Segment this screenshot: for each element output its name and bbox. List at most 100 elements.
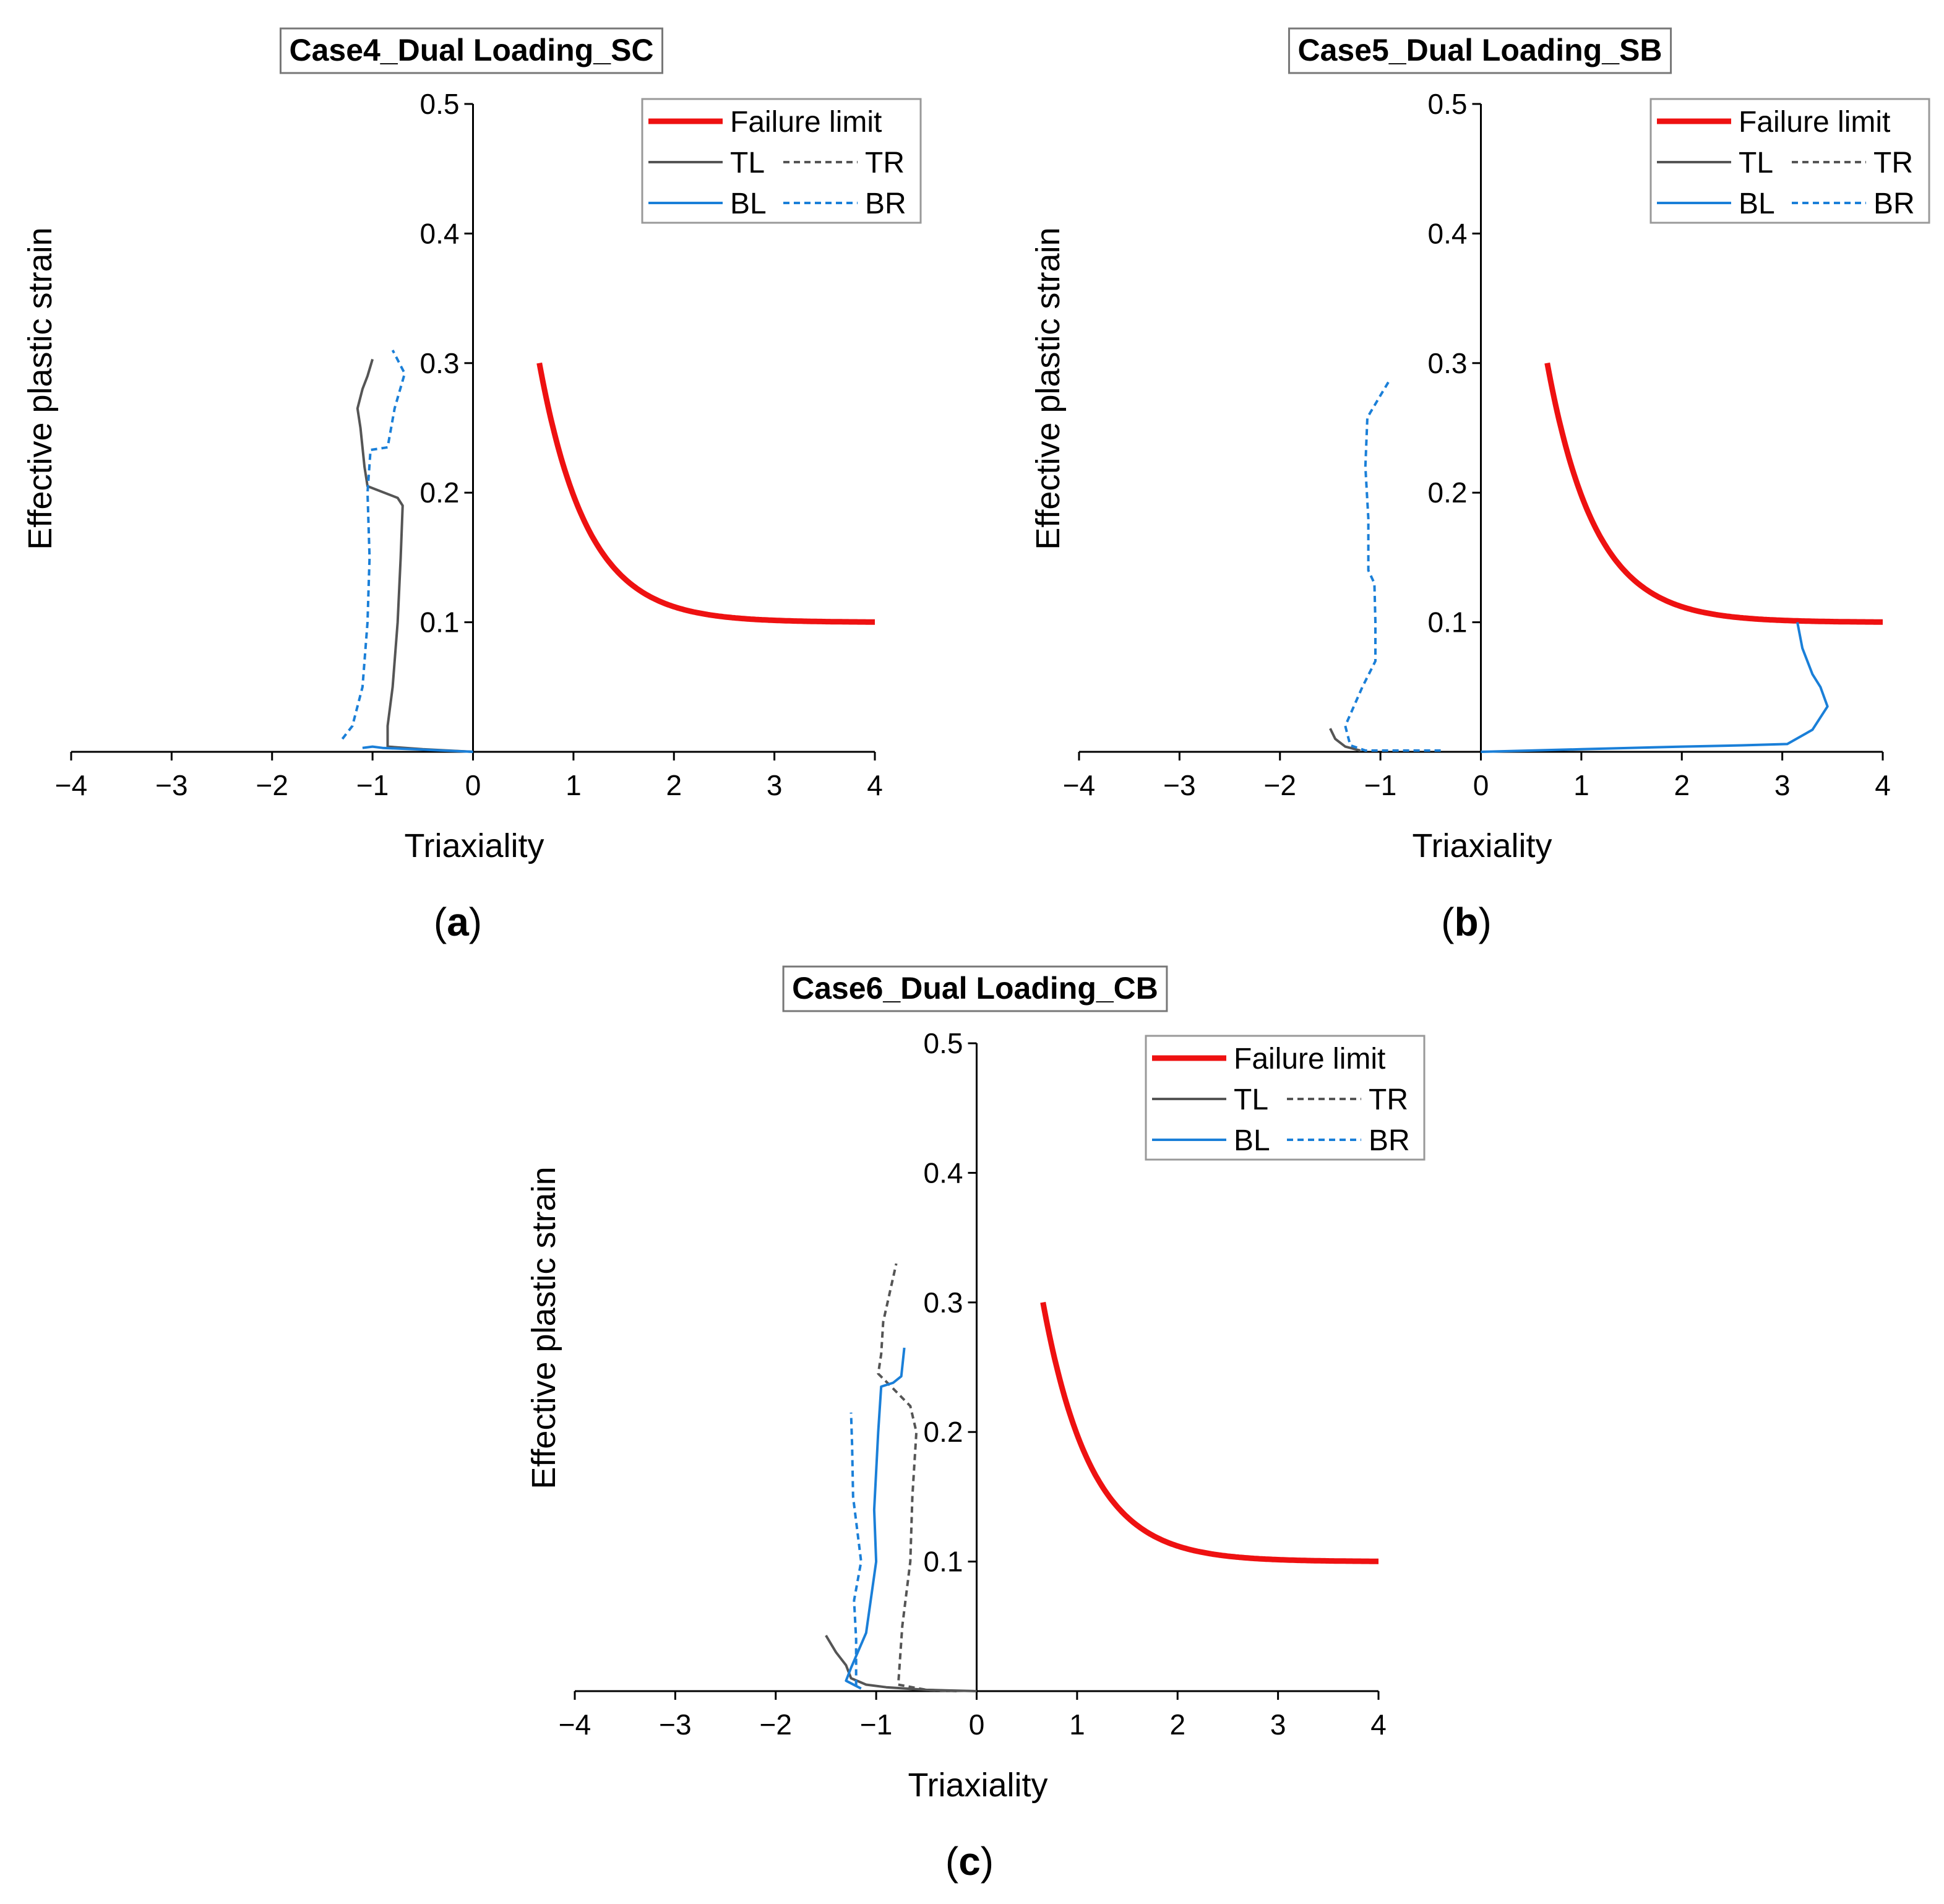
x-tick-label: 4 bbox=[1875, 769, 1891, 801]
legend-label-failure: Failure limit bbox=[1234, 1043, 1385, 1075]
caption-letter: a bbox=[447, 900, 469, 944]
chart-panel-b: Case5_Dual Loading_SB −4 −3 −2 −1 0 1 2 3 4 0.1 0.2… bbox=[1030, 27, 1930, 944]
caption-paren-close: ) bbox=[469, 900, 482, 944]
y-tick-label: 0.1 bbox=[420, 606, 460, 639]
x-tick-label: −4 bbox=[1063, 769, 1095, 801]
series-bl bbox=[1481, 622, 1829, 753]
legend-label-br: BR bbox=[1873, 187, 1915, 220]
y-tick-label: 0.2 bbox=[1428, 476, 1468, 509]
x-tick-label: 2 bbox=[1674, 769, 1690, 801]
y-tick-label: 0.4 bbox=[420, 217, 460, 249]
series-failure-limit bbox=[536, 362, 876, 625]
y-axis-label: Effective plastic strain bbox=[22, 227, 59, 549]
y-tick-label: 0.4 bbox=[924, 1157, 963, 1189]
chart-panel-a: Case4_Dual Loading_SC −4 −3 −2 −1 0 1 2 3 4 0.1 0.2… bbox=[22, 27, 922, 944]
y-tick-label: 0.5 bbox=[1428, 88, 1468, 120]
x-tick-label: −1 bbox=[356, 769, 389, 801]
series-tl bbox=[356, 358, 473, 753]
series-br bbox=[849, 1412, 862, 1686]
caption-paren-open: ( bbox=[945, 1839, 958, 1884]
x-tick-label: −1 bbox=[1364, 769, 1396, 801]
legend-label-tl: TL bbox=[730, 147, 765, 179]
y-tick-label: 0.2 bbox=[420, 476, 460, 509]
x-tick-label: 1 bbox=[1573, 769, 1589, 801]
x-tick-label: −4 bbox=[55, 769, 87, 801]
legend-label-failure: Failure limit bbox=[730, 106, 882, 139]
series-br bbox=[1344, 377, 1441, 752]
legend-label-tl: TL bbox=[1739, 147, 1773, 179]
legend-label-bl: BL bbox=[1739, 187, 1775, 220]
chart-title: Case6_Dual Loading_CB bbox=[792, 971, 1158, 1006]
legend-label-tr: TR bbox=[865, 147, 905, 179]
caption-paren-open: ( bbox=[434, 900, 447, 944]
x-tick-label: −2 bbox=[256, 769, 288, 801]
series-br bbox=[341, 349, 406, 740]
chart-title-box bbox=[279, 27, 664, 74]
x-tick-label: 2 bbox=[1169, 1708, 1185, 1741]
series-tr bbox=[877, 1263, 957, 1692]
x-tick-label: 4 bbox=[867, 769, 883, 801]
caption-paren-close: ) bbox=[981, 1839, 994, 1884]
x-axis-label: Triaxiality bbox=[404, 827, 544, 864]
legend-label-tl: TL bbox=[1234, 1083, 1268, 1116]
x-tick-label: −3 bbox=[155, 769, 187, 801]
x-tick-label: 3 bbox=[767, 769, 783, 801]
y-tick-label: 0.3 bbox=[1428, 347, 1468, 379]
caption-paren-close: ) bbox=[1479, 900, 1492, 944]
x-axis-label: Triaxiality bbox=[1412, 827, 1552, 864]
x-tick-label: −3 bbox=[659, 1708, 691, 1741]
caption-letter: b bbox=[1454, 900, 1478, 944]
legend: Failure limit TL TR BL BR bbox=[1649, 98, 1930, 224]
x-tick-label: 2 bbox=[666, 769, 682, 801]
legend-label-tr: TR bbox=[1873, 147, 1913, 179]
x-tick-label: 0 bbox=[1473, 769, 1489, 801]
x-tick-label: 4 bbox=[1370, 1708, 1387, 1741]
y-tick-label: 0.2 bbox=[924, 1416, 963, 1448]
panel-caption: (b) bbox=[1441, 900, 1492, 944]
caption-paren-open: ( bbox=[1441, 900, 1454, 944]
y-tick-label: 0.3 bbox=[420, 347, 460, 379]
series-failure-limit bbox=[1040, 1301, 1380, 1564]
x-tick-label: −1 bbox=[860, 1708, 892, 1741]
legend: Failure limit TL TR BL BR bbox=[641, 98, 922, 224]
series-bl bbox=[845, 1347, 906, 1690]
y-tick-label: 0.1 bbox=[924, 1546, 963, 1578]
chart-title-box bbox=[1288, 27, 1672, 74]
series-tl bbox=[1329, 728, 1361, 752]
chart-panel-c: Case6_Dual Loading_CB −4 −3 −2 −1 0 1 2 3 4 0.1 0.2… bbox=[525, 965, 1426, 1884]
y-tick-label: 0.4 bbox=[1428, 217, 1468, 249]
series-bl bbox=[362, 745, 473, 753]
x-tick-label: 1 bbox=[1069, 1708, 1085, 1741]
x-tick-label: −3 bbox=[1163, 769, 1195, 801]
chart-title-box bbox=[782, 965, 1168, 1012]
y-axis-label: Effective plastic strain bbox=[1030, 227, 1067, 549]
x-tick-label: −2 bbox=[760, 1708, 792, 1741]
legend-label-failure: Failure limit bbox=[1739, 106, 1890, 139]
legend-label-tr: TR bbox=[1369, 1083, 1408, 1116]
legend-label-bl: BL bbox=[730, 187, 767, 220]
legend-label-br: BR bbox=[1369, 1124, 1410, 1157]
panel-caption: (c) bbox=[945, 1839, 994, 1884]
series-failure-limit bbox=[1544, 362, 1884, 625]
x-tick-label: 0 bbox=[969, 1708, 985, 1741]
y-tick-label: 0.5 bbox=[924, 1027, 963, 1059]
x-axis-label: Triaxiality bbox=[908, 1767, 1047, 1804]
x-tick-label: 3 bbox=[1270, 1708, 1286, 1741]
y-tick-label: 0.5 bbox=[420, 88, 460, 120]
x-tick-label: 3 bbox=[1774, 769, 1791, 801]
y-axis-label: Effective plastic strain bbox=[525, 1166, 562, 1489]
legend-label-bl: BL bbox=[1234, 1124, 1270, 1157]
x-tick-label: 0 bbox=[465, 769, 481, 801]
x-tick-label: 1 bbox=[566, 769, 582, 801]
chart-title: Case4_Dual Loading_SC bbox=[289, 33, 653, 67]
y-tick-label: 0.3 bbox=[924, 1286, 963, 1319]
legend: Failure limit TL TR BL BR bbox=[1145, 1035, 1426, 1161]
legend-label-br: BR bbox=[865, 187, 906, 220]
panel-caption: (a) bbox=[434, 900, 482, 944]
chart-title: Case5_Dual Loading_SB bbox=[1297, 33, 1662, 67]
x-tick-label: −2 bbox=[1264, 769, 1296, 801]
x-tick-label: −4 bbox=[559, 1708, 591, 1741]
y-tick-label: 0.1 bbox=[1428, 606, 1468, 639]
caption-letter: c bbox=[958, 1839, 981, 1884]
